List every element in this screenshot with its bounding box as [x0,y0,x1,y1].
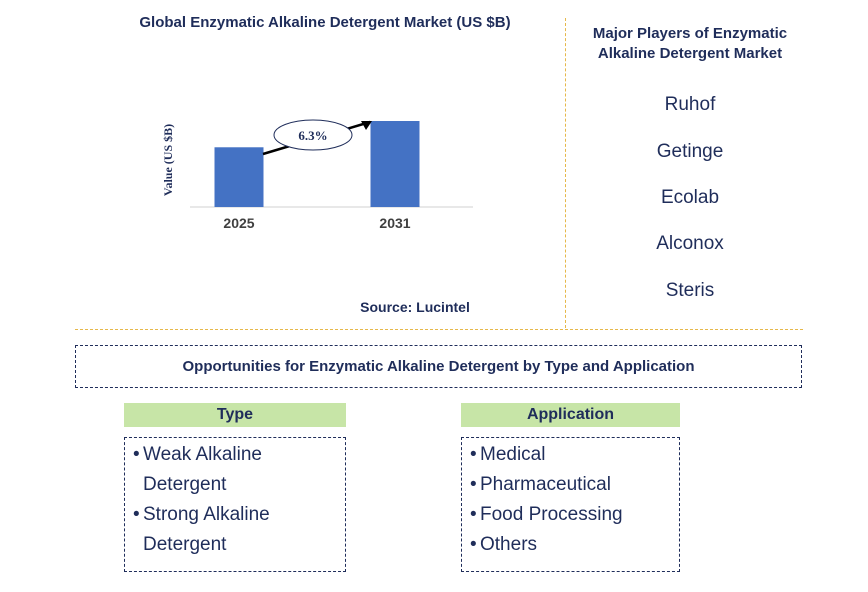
player-name: Ecolab [660,187,720,208]
opportunities-banner: Opportunities for Enzymatic Alkaline Det… [75,345,802,388]
player-name: Alconox [656,233,724,254]
type-list: Weak Alkaline Detergent Strong Alkaline … [124,437,346,572]
list-item: Strong Alkaline Detergent [129,500,341,560]
list-item: Others [466,530,675,560]
chart-title: Global Enzymatic Alkaline Detergent Mark… [139,14,511,31]
list-item: Pharmaceutical [466,470,675,500]
list-item: Food Processing [466,500,675,530]
player-name: Ruhof [664,94,716,115]
list-item: Medical [466,440,675,470]
vertical-divider [565,18,566,328]
x-tick-label: 2025 [223,215,254,231]
cagr-bubble [273,119,353,151]
list-item: Weak Alkaline Detergent [129,440,341,500]
player-name: Steris [665,280,715,301]
x-tick-label: 2031 [379,215,410,231]
type-header: Type [124,403,346,427]
source-note: Source: Lucintel [360,299,470,315]
cagr-label: 6.3% [298,128,327,143]
y-axis-label: Value (US $B) [161,124,175,196]
bar-2025 [214,147,264,207]
application-list: Medical Pharmaceutical Food Processing O… [461,437,680,572]
players-title: Major Players of Enzymatic Alkaline Dete… [592,25,788,62]
application-header: Application [461,403,680,427]
bar-2031 [370,121,420,207]
horizontal-divider [75,329,803,330]
cagr-arrowhead [361,121,372,130]
player-name: Getinge [656,141,724,162]
opportunities-title: Opportunities for Enzymatic Alkaline Det… [182,358,695,375]
bar-chart: Value (US $B) 2025 2031 6.3% [161,119,473,231]
type-header-label: Type [216,406,254,423]
application-header-label: Application [526,406,615,423]
